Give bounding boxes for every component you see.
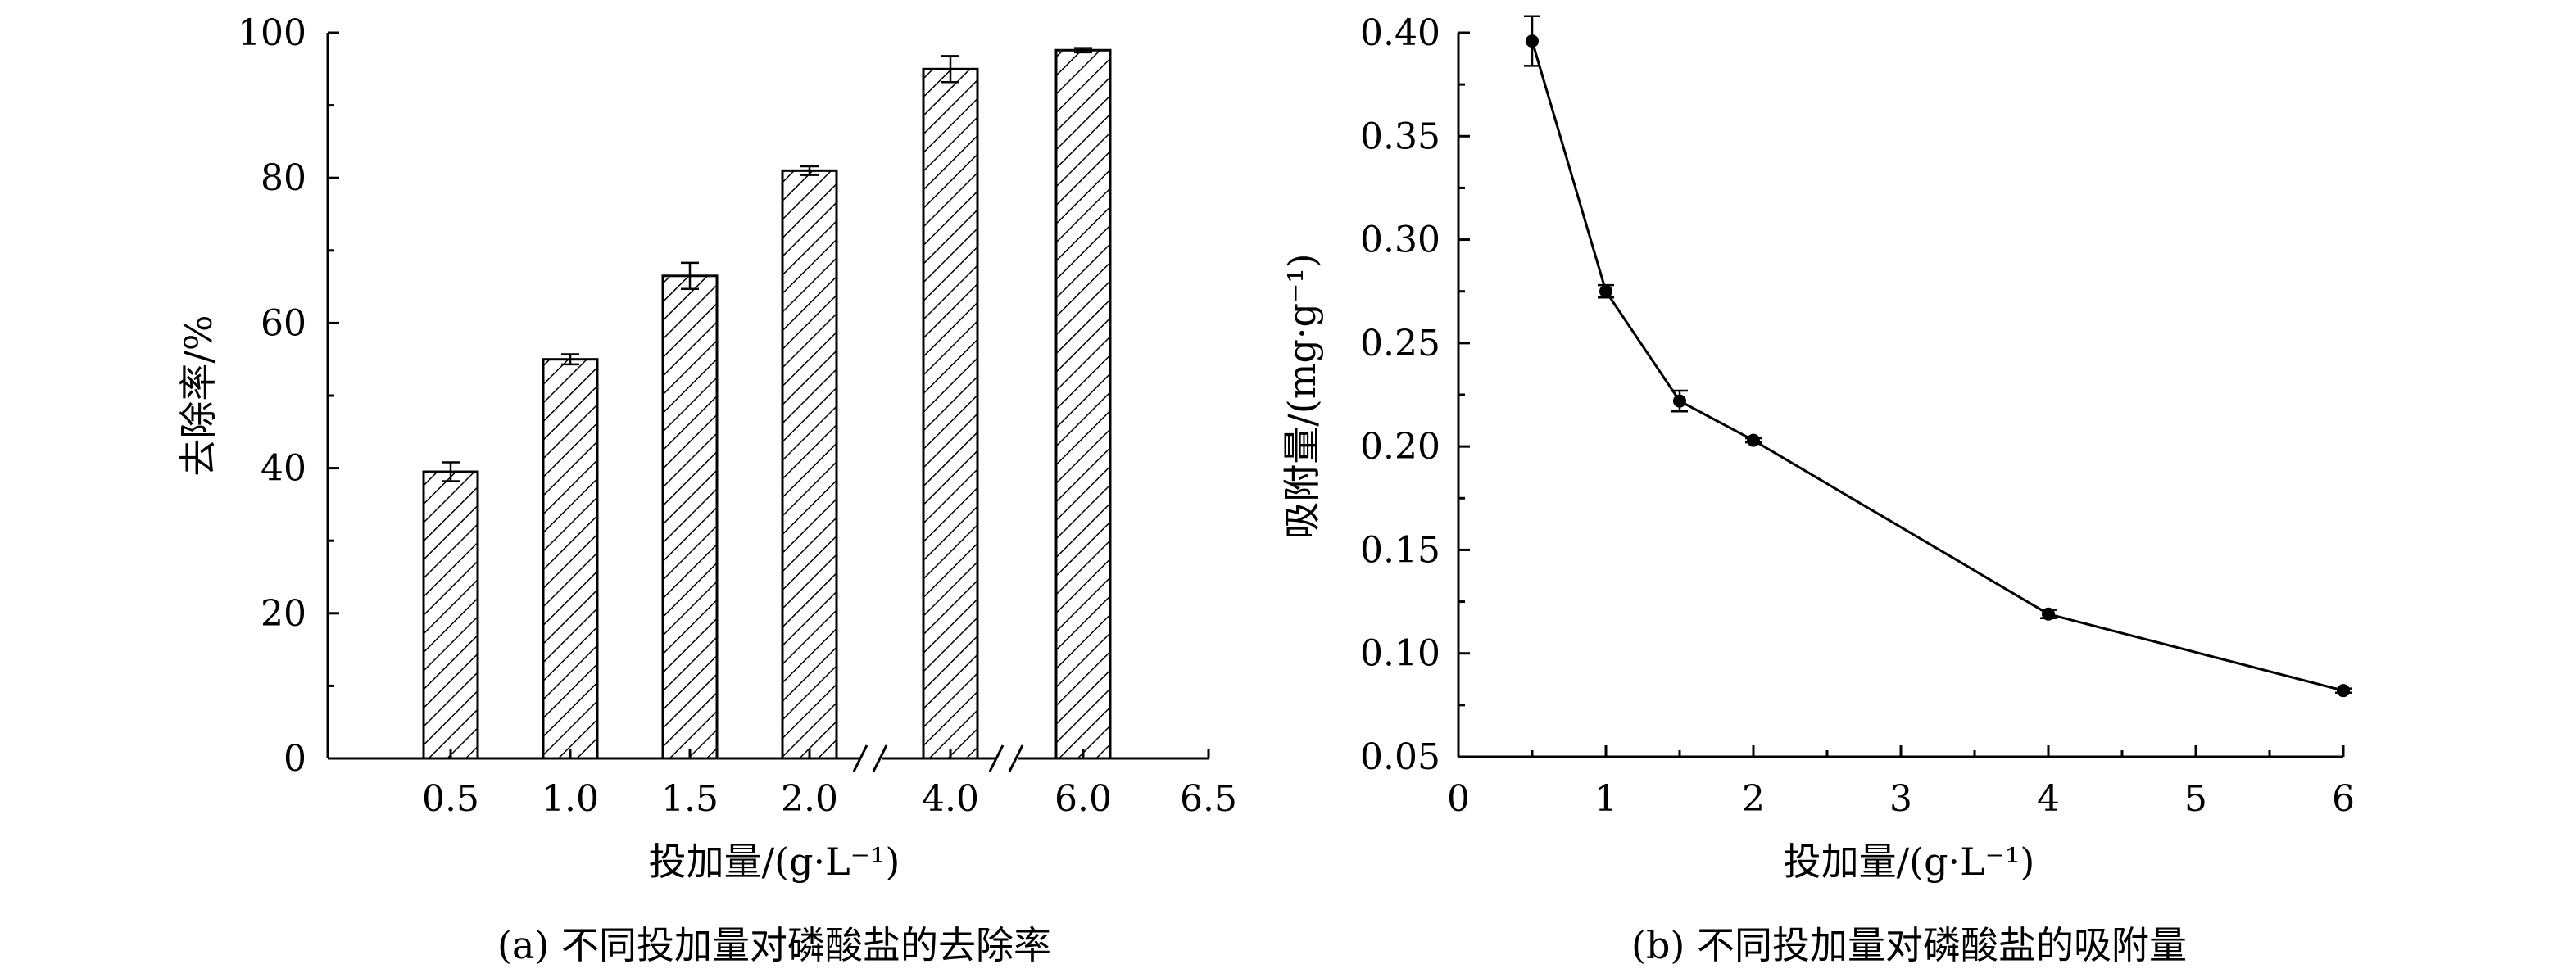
y-tick-label: 100 <box>238 12 306 54</box>
y-tick-label: 0 <box>283 738 306 780</box>
bar <box>1054 48 1112 760</box>
x-tick-label: 3 <box>1889 778 1912 820</box>
y-tick-label: 80 <box>261 157 306 199</box>
x-tick-label: 5 <box>2184 778 2207 820</box>
data-point <box>1526 34 1539 48</box>
y-tick-label: 0.30 <box>1360 219 1440 261</box>
data-point <box>2337 684 2350 698</box>
bar <box>661 274 719 760</box>
chart-a-caption: (a) 不同投加量对磷酸盐的去除率 <box>497 923 1051 967</box>
y-tick-label: 0.25 <box>1360 323 1440 364</box>
x-tick-label: 2 <box>1742 778 1765 820</box>
data-point <box>1747 433 1760 447</box>
chart-b-caption: (b) 不同投加量对磷酸盐的吸附量 <box>1631 923 2187 967</box>
y-tick-label: 60 <box>261 302 306 344</box>
x-tick-label: 2.0 <box>781 778 838 820</box>
data-point <box>1599 284 1612 298</box>
x-tick-label: 1.5 <box>661 778 719 820</box>
series-line <box>1531 40 2344 692</box>
chart-a-y-ticks: 0 20 40 60 80 100 <box>238 12 339 780</box>
bar <box>542 358 599 760</box>
axis-break-mark <box>872 744 888 772</box>
y-tick-label: 0.40 <box>1360 12 1440 54</box>
bar <box>922 67 979 760</box>
axis-break-mark <box>988 744 1005 772</box>
chart-b-xlabel: 投加量/(g·L⁻¹) <box>1784 839 2035 884</box>
chart-b-axes <box>1457 33 2343 758</box>
x-tick-label: 1.0 <box>542 778 599 820</box>
chart-b-y-ticks: 0.05 0.10 0.15 0.20 0.25 0.30 0.35 0.40 <box>1360 12 1470 778</box>
y-tick-label: 0.15 <box>1360 529 1440 571</box>
chart-a-axis-breaks <box>852 744 1024 772</box>
y-tick-label: 0.35 <box>1360 115 1440 157</box>
x-tick-label: 6 <box>2332 778 2355 820</box>
bar <box>781 169 838 760</box>
data-point <box>1673 394 1686 408</box>
chart-b-adsorption: 0.05 0.10 0.15 0.20 0.25 0.30 0.35 0.40 0 1 2 3 4 5 6… <box>1280 12 2355 967</box>
chart-b-x-ticks: 0 1 2 3 4 5 6 <box>1447 745 2355 820</box>
x-tick-label: 4 <box>2037 778 2060 820</box>
data-point <box>2042 607 2055 621</box>
y-tick-label: 0.20 <box>1360 426 1440 468</box>
y-tick-label: 20 <box>261 593 306 635</box>
axis-break-gap <box>859 754 882 763</box>
axis-break-mark <box>852 744 868 772</box>
x-tick-label: 6.0 <box>1054 778 1112 820</box>
chart-a-x-ticks: 0.5 1.0 1.5 2.0 4.0 6.0 6.5 <box>422 749 1237 820</box>
x-tick-label: 6.5 <box>1180 778 1237 820</box>
bar <box>422 470 479 760</box>
chart-b-ylabel: 吸附量/(mg·g⁻¹) <box>1280 253 1324 539</box>
chart-a-xlabel: 投加量/(g·L⁻¹) <box>649 839 900 884</box>
y-tick-label: 40 <box>261 448 306 490</box>
x-tick-label: 1 <box>1594 778 1617 820</box>
chart-a-ylabel: 去除率/% <box>176 315 220 476</box>
axis-break-mark <box>1008 744 1024 772</box>
chart-b-series <box>1524 15 2352 698</box>
chart-a-bars <box>422 47 1112 760</box>
x-tick-label: 4.0 <box>922 778 979 820</box>
x-tick-label: 0.5 <box>422 778 479 820</box>
y-tick-label: 0.10 <box>1360 633 1440 675</box>
chart-a-removal-rate: 0 20 40 60 80 100 0.5 1.0 1.5 2.0 4.0 6.0 6.5 去除率/%… <box>176 12 1237 967</box>
y-tick-label: 0.05 <box>1360 736 1440 778</box>
x-tick-label: 0 <box>1447 778 1470 820</box>
axis-break-gap <box>995 754 1018 763</box>
